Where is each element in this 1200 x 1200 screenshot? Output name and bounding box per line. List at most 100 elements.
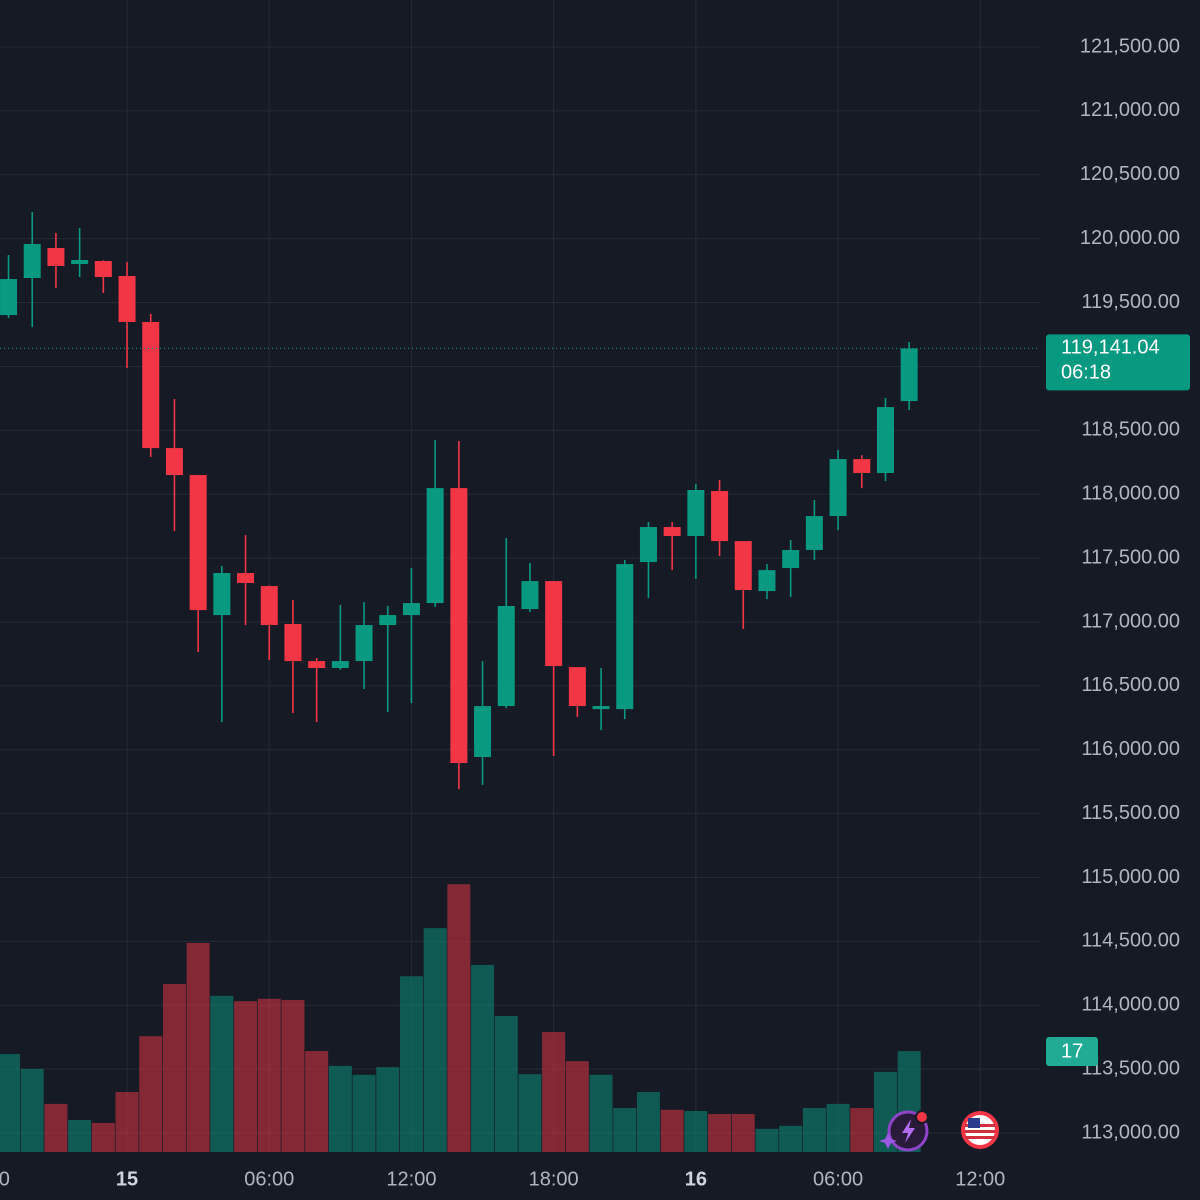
candle-body <box>331 661 349 668</box>
candle-body <box>0 279 18 316</box>
volume-bar <box>68 1119 92 1152</box>
volume-bar <box>802 1108 826 1152</box>
candle-body <box>379 615 397 626</box>
candle-body <box>94 261 112 278</box>
volume-label: 17 <box>1061 1040 1083 1062</box>
volume-pane <box>0 884 921 1152</box>
icon-bolt <box>902 1119 915 1143</box>
candle-body <box>497 606 515 707</box>
icon-dot <box>915 1110 929 1124</box>
flag-canton <box>968 1118 980 1128</box>
volume-bar <box>660 1109 684 1152</box>
y-tick-label: 119,500.00 <box>1081 291 1180 313</box>
volume-bar <box>186 942 210 1152</box>
countdown-label: 06:18 <box>1061 362 1111 384</box>
candle-body <box>355 625 373 662</box>
volume-bar <box>684 1111 708 1152</box>
y-tick-label: 121,500.00 <box>1080 35 1180 57</box>
y-tick-label: 121,000.00 <box>1080 99 1180 121</box>
x-tick-label: 06:00 <box>813 1168 863 1190</box>
y-tick-label: 116,500.00 <box>1081 674 1180 696</box>
candle-body <box>308 661 326 668</box>
volume-bar <box>755 1128 779 1152</box>
icon-spark <box>879 1133 897 1149</box>
candle-body <box>711 491 729 542</box>
candle-body <box>734 541 752 591</box>
volume-bar <box>826 1103 850 1152</box>
candle-body <box>758 570 776 592</box>
axes: 113,000.00 113,500.00 114,000.00 114,500.00… <box>0 35 1190 1190</box>
candle-body <box>545 581 563 667</box>
candle-body <box>639 527 657 563</box>
candle-body <box>663 527 681 536</box>
lightning-icon[interactable] <box>879 1110 929 1152</box>
volume-bar <box>115 1092 139 1152</box>
candle-body <box>71 260 89 264</box>
candle-body <box>805 516 823 551</box>
y-tick-label: 117,000.00 <box>1081 610 1180 632</box>
volume-bar <box>281 999 305 1152</box>
price-pane <box>0 211 1040 790</box>
y-tick-label: 120,000.00 <box>1080 227 1180 249</box>
candle-body <box>47 247 65 267</box>
volume-bar <box>731 1113 755 1152</box>
candle-body <box>189 475 207 611</box>
volume-bar <box>91 1122 115 1152</box>
volume-bar <box>565 1061 589 1152</box>
candle-body <box>592 706 610 710</box>
x-tick-label: 16 <box>685 1168 707 1190</box>
y-tick-label: 116,000.00 <box>1081 738 1180 760</box>
volume-bar <box>850 1108 874 1152</box>
candle-body <box>853 459 871 473</box>
volume-bar <box>399 976 423 1152</box>
candle-body <box>687 489 705 536</box>
candle-body <box>782 550 800 569</box>
volume-bar <box>234 1001 258 1152</box>
candle-body <box>474 706 492 758</box>
volume-bar <box>636 1092 660 1152</box>
volume-bar <box>44 1103 68 1152</box>
y-tick-label: 118,000.00 <box>1081 482 1180 504</box>
x-tick-label: 06:00 <box>244 1168 294 1190</box>
last-price-label: 119,141.04 <box>1061 337 1160 359</box>
candle-body <box>568 667 586 707</box>
y-tick-label: 115,500.00 <box>1081 802 1180 824</box>
volume-bar <box>210 995 234 1152</box>
candle-body <box>142 321 160 449</box>
candle-body <box>829 459 847 517</box>
y-tick-label: 114,000.00 <box>1081 994 1180 1016</box>
candle-body <box>450 488 468 764</box>
candle-body <box>237 573 255 584</box>
candle-body <box>284 624 302 662</box>
candle-body <box>165 448 183 476</box>
y-tick-label: 120,500.00 <box>1080 163 1180 185</box>
x-tick-label: 15 <box>116 1168 138 1190</box>
volume-bar <box>708 1113 732 1152</box>
x-tick-label: 18:00 <box>529 1168 579 1190</box>
flag-stripe <box>965 1130 995 1133</box>
volume-bar <box>447 884 471 1152</box>
volume-bar <box>494 1016 518 1152</box>
volume-bar <box>779 1125 803 1152</box>
volume-bar <box>328 1065 352 1152</box>
volume-bar <box>376 1067 400 1152</box>
candle-body <box>260 586 278 626</box>
us-flag-icon[interactable] <box>961 1111 999 1149</box>
volume-bar <box>20 1068 44 1152</box>
flag-stripe <box>965 1136 995 1139</box>
candle-body <box>521 581 539 610</box>
volume-bar <box>518 1074 542 1152</box>
y-tick-label: 115,000.00 <box>1081 866 1180 888</box>
volume-bar <box>139 1036 163 1152</box>
volume-bar <box>162 983 186 1152</box>
candle-body <box>118 275 136 322</box>
volume-bar <box>257 998 281 1152</box>
last-price-box <box>1046 334 1190 391</box>
volume-bar <box>471 964 495 1152</box>
volume-label-box <box>1046 1037 1098 1067</box>
volume-bar <box>613 1108 637 1152</box>
candle-body <box>213 573 231 616</box>
y-tick-label: 113,000.00 <box>1081 1121 1180 1143</box>
volume-bar <box>542 1032 566 1152</box>
